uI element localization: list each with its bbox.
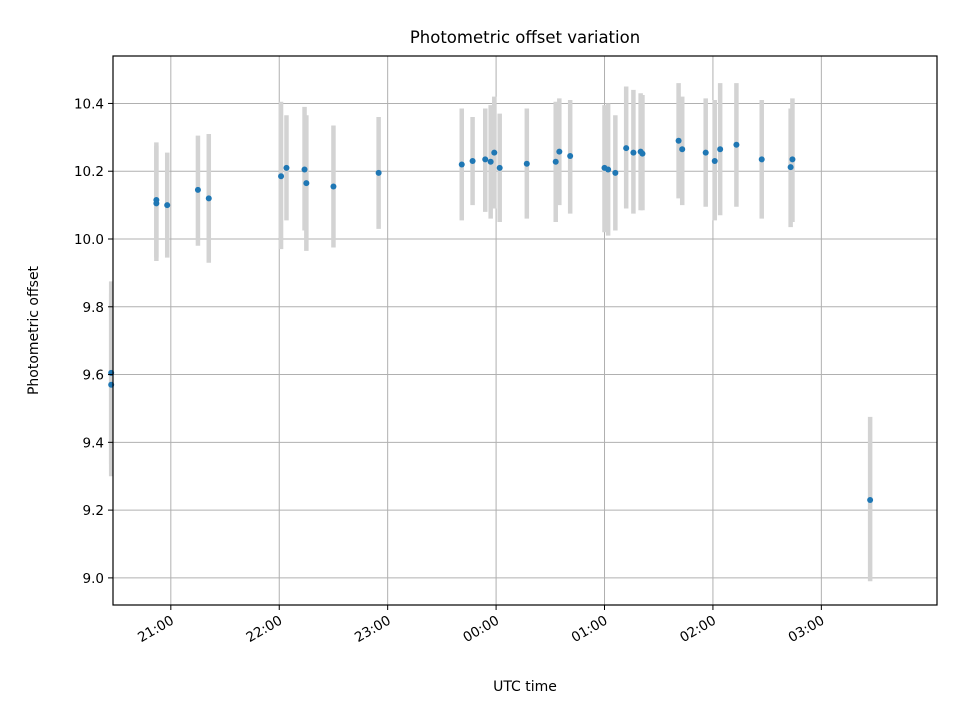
y-tick-label: 9.4 bbox=[83, 435, 104, 451]
x-tick-label: 02:00 bbox=[677, 613, 719, 646]
data-point bbox=[605, 166, 612, 173]
x-tick-label: 01:00 bbox=[569, 613, 611, 646]
x-tick-label: 03:00 bbox=[786, 613, 828, 646]
data-point bbox=[330, 183, 337, 190]
x-axis: 21:00 22:00 23:00 00:00 01:00 02:00 03:00 bbox=[135, 605, 827, 646]
y-tick-label: 10.2 bbox=[74, 164, 104, 180]
y-tick-label: 10.0 bbox=[74, 232, 104, 248]
data-point bbox=[164, 202, 171, 209]
data-point bbox=[758, 156, 765, 163]
data-point bbox=[733, 141, 740, 148]
y-tick-label: 9.8 bbox=[83, 300, 104, 316]
x-tick-label: 21:00 bbox=[135, 613, 177, 646]
data-point bbox=[278, 173, 285, 180]
y-tick-label: 9.6 bbox=[83, 368, 104, 384]
data-point bbox=[469, 158, 476, 165]
y-tick-label: 9.2 bbox=[83, 503, 104, 519]
data-point bbox=[496, 164, 503, 171]
y-axis-label: Photometric offset bbox=[26, 265, 42, 395]
error-bars bbox=[108, 83, 873, 582]
data-point bbox=[717, 146, 724, 153]
data-point bbox=[639, 150, 646, 157]
data-point bbox=[458, 161, 465, 168]
data-point bbox=[787, 164, 794, 171]
data-point bbox=[375, 169, 382, 176]
x-tick-label: 23:00 bbox=[352, 613, 394, 646]
data-point bbox=[482, 156, 489, 163]
data-point bbox=[630, 149, 637, 156]
data-point bbox=[867, 496, 874, 503]
data-point bbox=[303, 180, 310, 187]
data-point bbox=[301, 166, 308, 173]
data-point bbox=[675, 137, 682, 144]
data-points bbox=[108, 137, 874, 503]
x-tick-label: 00:00 bbox=[460, 613, 502, 646]
data-point bbox=[556, 148, 563, 155]
x-axis-label: UTC time bbox=[493, 679, 557, 695]
data-point bbox=[702, 149, 709, 156]
data-point bbox=[711, 158, 718, 165]
data-point bbox=[487, 158, 494, 165]
data-point bbox=[491, 149, 498, 156]
data-point bbox=[283, 164, 290, 171]
data-point bbox=[789, 156, 796, 163]
data-point bbox=[523, 160, 530, 167]
x-tick-label: 22:00 bbox=[244, 613, 286, 646]
data-point bbox=[567, 152, 574, 159]
plot-frame bbox=[112, 55, 938, 606]
y-tick-label: 9.0 bbox=[83, 571, 104, 587]
data-point bbox=[205, 195, 212, 202]
data-point bbox=[612, 169, 619, 176]
y-axis: 9.0 9.2 9.4 9.6 9.8 10.0 10.2 10.4 bbox=[74, 96, 113, 587]
data-point bbox=[194, 186, 201, 193]
chart-title: Photometric offset variation bbox=[410, 28, 640, 47]
y-tick-label: 10.4 bbox=[74, 96, 104, 112]
data-point bbox=[679, 146, 686, 153]
data-point bbox=[552, 158, 559, 165]
data-point bbox=[623, 145, 630, 152]
data-point bbox=[153, 200, 160, 207]
